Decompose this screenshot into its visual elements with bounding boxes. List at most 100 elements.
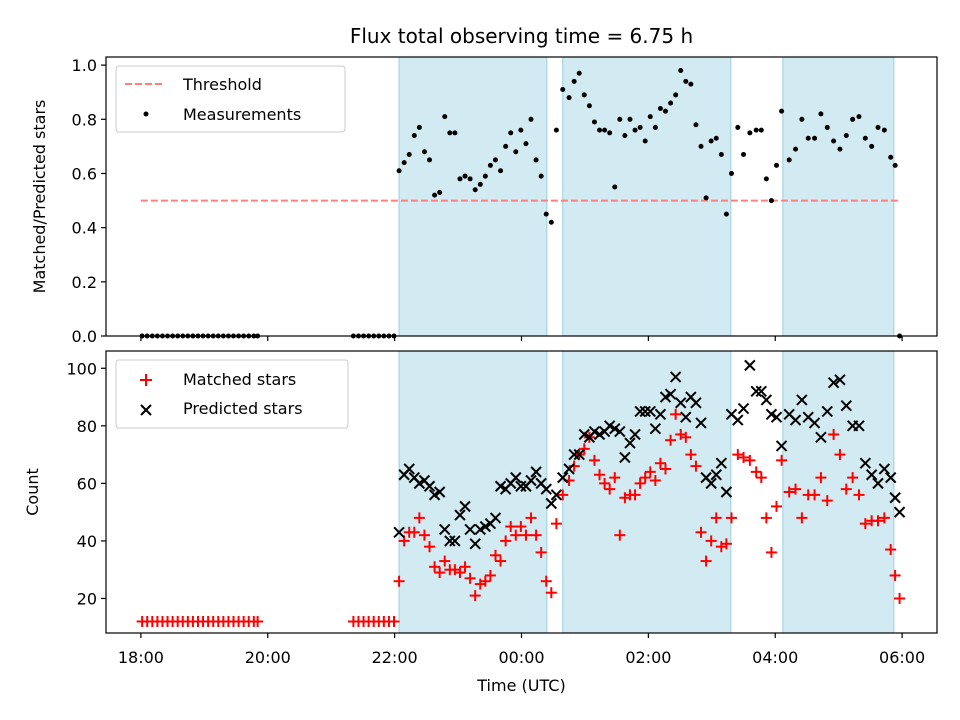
matched-stars-point [510,529,522,541]
measurement-point [888,154,894,160]
matched-stars-point [700,555,712,567]
measurements-legend-label: Measurements [183,105,301,124]
matched-stars-point [418,529,430,541]
matched-stars-point [710,512,722,524]
predicted-stars-point [664,388,677,400]
measurement-point [437,189,443,195]
matched-stars-point [853,489,865,501]
measurement-point [411,133,417,139]
bottom-y-tick-label-4: 100 [66,359,97,378]
predicted-stars-point [690,397,702,409]
matched-stars-point [599,477,611,489]
matched-stars-point [609,472,621,484]
measurement-point [538,173,544,179]
top-x-ticks [140,336,903,341]
matched-stars-point [464,572,476,584]
measurement-point [728,170,734,176]
predicted-stars-point [744,359,756,372]
measurement-point [703,195,709,201]
matched-stars-point [670,408,682,420]
measurement-point [553,127,559,133]
predicted-legend-label: Predicted stars [183,399,303,418]
measurement-point [627,116,633,122]
matched-stars-point [568,460,580,472]
x-axis-label: Time (UTC) [476,676,565,695]
bottom-x-ticks: 18:00 20:00 22:00 00:00 02:00 04:00 06:00 [118,633,925,667]
count-panel: 20 40 60 80 100 18:00 20:00 22:00 00:00 02:00 04:… [23,350,938,695]
measurement-point [652,124,658,130]
predicted-stars-point [449,535,461,547]
measurement-point [632,127,638,133]
predicted-stars-point [760,394,773,406]
matched-legend-swatch [140,374,152,386]
matched-stars-point [732,449,744,461]
predicted-stars-point [644,405,656,418]
x-tick-label-2: 22:00 [372,648,418,667]
measurement-point [892,162,898,168]
matched-stars-point [790,483,802,495]
predicted-stars-point [573,448,585,461]
matched-stars-point [750,466,762,478]
predicted-stars-point [634,405,646,418]
matched-stars-point [489,549,501,561]
measurement-point [735,124,741,130]
measurement-point [467,176,473,182]
predicted-stars-point [675,397,687,409]
matched-stars-point [821,495,833,507]
matched-stars-point [469,590,481,602]
predicted-stars-point [629,428,641,441]
matched-stars-point [520,529,532,541]
measurement-point [617,116,623,122]
top-observing-windows [398,56,895,337]
measurement-point [662,108,668,114]
predicted-stars-point [859,457,872,469]
predicted-stars-point [789,414,802,426]
matched-stars-point [744,454,756,466]
matched-stars-point [500,535,512,547]
matched-stars-point [252,615,264,627]
measurements-points [139,68,903,339]
matched-stars-point [545,587,557,599]
matched-stars-point [495,555,507,567]
predicted-stars-point [563,463,575,475]
predicted-stars-point [619,451,631,464]
threshold-legend-label: Threshold [182,75,262,94]
predicted-stars-point [827,376,840,389]
measurement-point [508,130,514,136]
measurement-point [862,135,868,141]
measurement-point [718,152,724,158]
predicted-stars-point [815,431,827,444]
predicted-stars-point [433,486,446,498]
measurement-point [548,219,554,225]
x-tick-label-6: 06:00 [879,648,925,667]
measurement-point [581,92,587,98]
matched-stars-point [885,544,897,556]
matched-stars-point [604,483,616,495]
measurement-point [799,116,805,122]
predicted-stars-point [550,489,563,501]
predicted-stars-point [865,469,878,481]
matched-stars-point [815,472,827,484]
predicted-stars-point [439,523,451,536]
matched-stars-point [659,463,671,475]
matched-stars-point [840,483,852,495]
predicted-stars-point [654,408,667,421]
measurement-point [406,152,412,158]
predicted-stars-point [750,385,762,397]
top-y-tick-label-2: 0.4 [72,219,97,238]
bottom-observing-windows [398,350,895,634]
measurement-point [843,133,849,139]
matched-stars-point [594,469,606,481]
predicted-stars-point [614,425,626,438]
matched-stars-point [828,428,840,440]
predicted-stars-point [459,500,471,513]
matched-stars-point [393,575,405,587]
measurement-point [657,105,663,111]
predicted-stars-point [770,411,783,423]
matched-stars-point [847,472,859,484]
matched-stars-point [705,535,717,547]
matched-stars-point [859,518,871,530]
matched-stars-point [408,526,420,538]
measurement-point [747,130,753,136]
